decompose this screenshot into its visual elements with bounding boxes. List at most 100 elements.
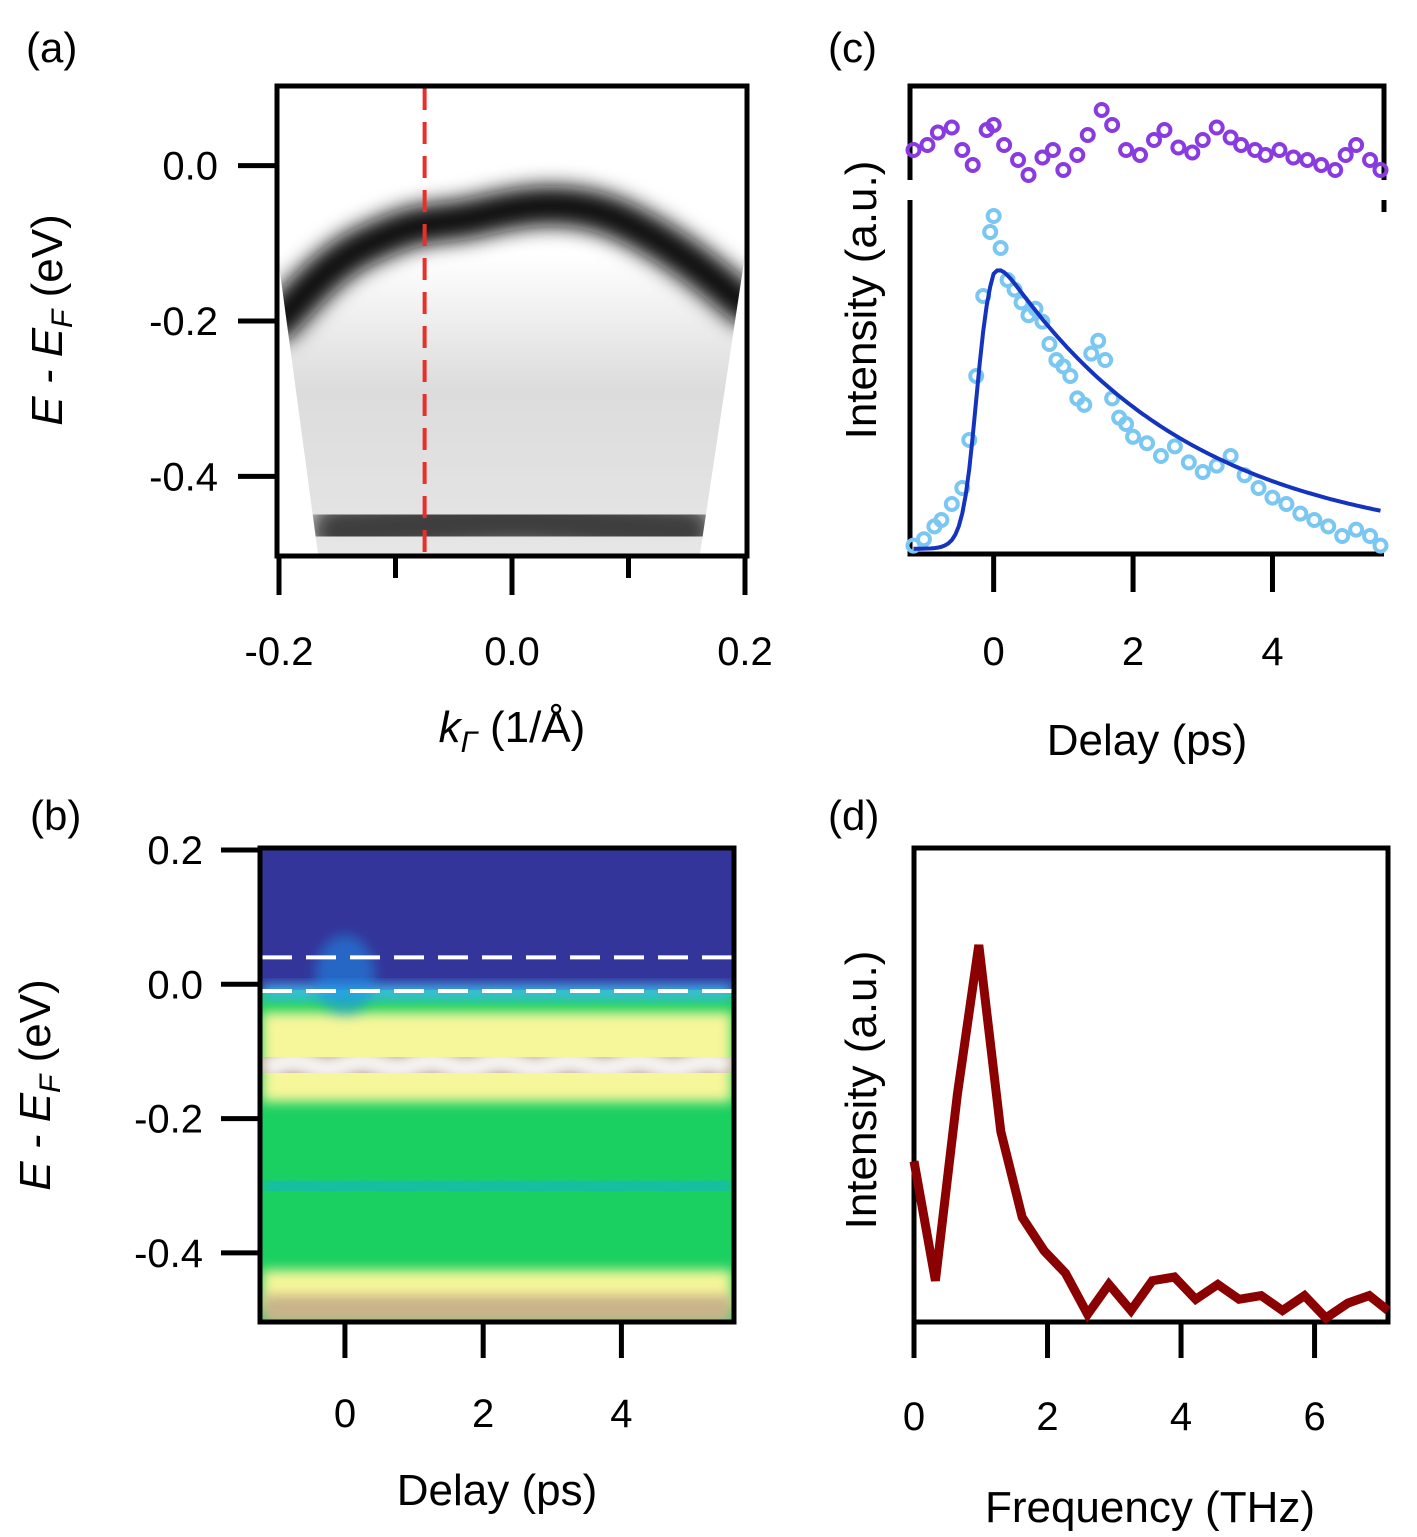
oscillation-point xyxy=(1044,142,1061,158)
y-tick-label: 0.2 xyxy=(147,829,203,873)
intensity-point xyxy=(961,432,978,448)
oscillation-point xyxy=(929,124,946,141)
intensity-point xyxy=(1292,505,1309,522)
panel-b-label: (b) xyxy=(30,792,81,839)
panel-a-data-region xyxy=(279,255,745,554)
panel-c-ylabel: Intensity (a.u.) xyxy=(837,161,886,440)
oscillation-point xyxy=(1362,152,1379,168)
panel-d-xlabel: Frequency (THz) xyxy=(985,1483,1315,1532)
panel-b-dashed-lines xyxy=(262,955,732,993)
oscillation-point xyxy=(1132,147,1149,163)
oscillation-point xyxy=(1145,132,1162,148)
panel-b-xlabel: Delay (ps) xyxy=(397,1466,598,1515)
y-tick-label: -0.2 xyxy=(134,1098,203,1142)
panel-d-frame xyxy=(911,845,1391,1325)
x-tick-label: 2 xyxy=(1122,630,1144,674)
panel-a-y-axis: 0.0 -0.2 -0.4 xyxy=(149,145,277,499)
panel-b-dip xyxy=(262,1170,732,1202)
oscillation-point xyxy=(1208,119,1225,136)
intensity-point xyxy=(1222,448,1239,464)
intensity-point xyxy=(1320,518,1337,535)
intensity-point xyxy=(1278,496,1295,512)
intensity-point xyxy=(943,496,960,512)
intensity-point xyxy=(1076,396,1093,413)
intensity-point xyxy=(1264,489,1281,506)
panel-b-excitation-spot xyxy=(315,935,375,1015)
y-tick-label: 0.0 xyxy=(162,145,218,189)
intensity-point xyxy=(1062,368,1079,384)
oscillation-point xyxy=(1257,147,1274,163)
oscillation-point xyxy=(1313,157,1330,173)
intensity-point xyxy=(1306,512,1323,528)
panel-b-x-axis: 0 2 4 xyxy=(334,1322,633,1436)
panel-c: (c) 0 2 4 Delay (ps) Intensity (a.u.) xyxy=(828,24,1389,765)
panel-a-ylabel: E - EF (eV) xyxy=(23,214,79,425)
oscillation-point xyxy=(1337,147,1354,163)
intensity-point xyxy=(1125,428,1142,445)
oscillation-point xyxy=(1069,147,1086,163)
panel-b-lower-band xyxy=(262,1295,732,1320)
x-tick-label: 0.0 xyxy=(484,630,540,674)
intensity-point xyxy=(1194,464,1211,480)
oscillation-point xyxy=(1079,127,1096,143)
panel-c-xlabel: Delay (ps) xyxy=(1047,716,1248,765)
oscillation-point xyxy=(1010,152,1027,168)
intensity-point xyxy=(1041,336,1058,352)
oscillation-point xyxy=(1093,102,1110,118)
x-tick-label: 4 xyxy=(1261,630,1283,674)
oscillation-point xyxy=(1327,162,1344,178)
x-tick-label: 4 xyxy=(610,1392,632,1436)
x-tick-label: 0 xyxy=(334,1392,356,1436)
intensity-point xyxy=(1152,448,1169,464)
intensity-point xyxy=(1083,345,1100,362)
intensity-point xyxy=(1027,300,1044,317)
panel-c-top-frame xyxy=(907,83,1387,180)
panel-c-label: (c) xyxy=(828,24,877,71)
intensity-point xyxy=(982,224,999,240)
panel-c-x-axis: 0 2 4 xyxy=(983,556,1284,674)
panel-d: (d) 0 2 4 6 Frequency (THz) Intensity (a.u.… xyxy=(828,792,1391,1532)
oscillation-point xyxy=(1184,144,1201,161)
intensity-point xyxy=(1139,435,1155,452)
intensity-point xyxy=(1090,332,1107,349)
oscillation-point xyxy=(1104,117,1121,133)
intensity-point xyxy=(985,208,1002,224)
oscillation-point xyxy=(905,142,922,158)
intensity-point xyxy=(1097,352,1114,368)
oscillation-point xyxy=(1170,139,1187,156)
panel-b-frame xyxy=(257,845,737,1325)
panel-a: (a) 0.0 -0.2 -0.4 -0.2 0.0 0.2 kΓ (1/Å) E - … xyxy=(23,24,773,759)
oscillation-point xyxy=(1118,142,1135,158)
oscillation-point xyxy=(1156,122,1173,138)
y-tick-label: -0.4 xyxy=(149,455,218,499)
oscillation-point xyxy=(1233,137,1250,153)
oscillation-point xyxy=(943,119,960,136)
oscillation-point xyxy=(1222,129,1239,146)
intensity-point xyxy=(1118,416,1135,432)
intensity-point xyxy=(1034,313,1051,330)
panel-a-xlabel: kΓ (1/Å) xyxy=(439,703,586,759)
oscillation-point xyxy=(996,137,1013,153)
intensity-point xyxy=(1180,454,1197,471)
x-tick-label: 2 xyxy=(472,1392,494,1436)
panel-a-mask-left xyxy=(279,88,318,554)
oscillation-point xyxy=(1372,162,1389,178)
panel-b-ylabel: E - EF (eV) xyxy=(11,979,67,1190)
panel-d-x-axis: 0 2 4 6 xyxy=(903,1322,1326,1439)
panel-b-band-peak xyxy=(262,1046,732,1083)
panel-b: (b) 0.2 0.0 -0.2 -0.4 0 2 4 Delay (ps) E - EF… xyxy=(11,792,737,1515)
panel-b-y-axis: 0.2 0.0 -0.2 -0.4 xyxy=(134,829,260,1276)
oscillation-point xyxy=(964,157,981,173)
panel-b-map xyxy=(262,850,732,1320)
intensity-point xyxy=(1372,537,1389,554)
panel-d-label: (d) xyxy=(828,792,879,839)
y-tick-label: -0.4 xyxy=(134,1232,203,1276)
intensity-point xyxy=(1348,521,1365,538)
panel-a-x-axis: -0.2 0.0 0.2 xyxy=(245,556,773,674)
intensity-point xyxy=(915,531,932,548)
intensity-point xyxy=(1362,528,1379,544)
intensity-point xyxy=(992,240,1009,256)
oscillation-point xyxy=(1020,167,1037,183)
x-tick-label: 0.2 xyxy=(717,630,773,674)
